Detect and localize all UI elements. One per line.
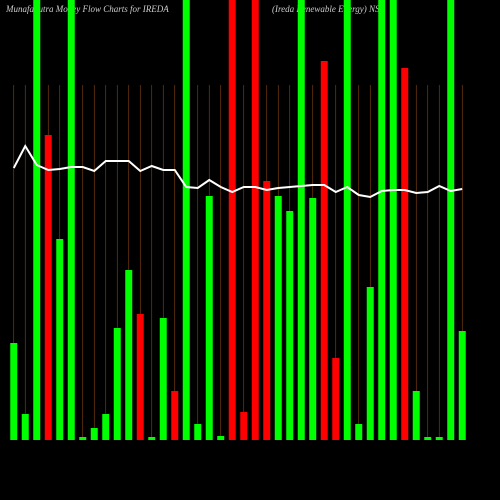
bar: [355, 424, 363, 440]
bar: [79, 437, 87, 440]
bar: [102, 414, 110, 440]
bar: [194, 424, 202, 440]
bar: [251, 0, 259, 440]
bar: [274, 196, 282, 440]
bar: [21, 414, 29, 440]
bar: [412, 391, 420, 440]
bar: [297, 0, 305, 440]
bar: [389, 0, 397, 440]
bar: [366, 287, 374, 440]
bar: [309, 198, 317, 440]
bar: [67, 0, 75, 440]
bar: [378, 0, 386, 440]
bar: [447, 0, 455, 440]
bar: [90, 428, 98, 440]
bar: [56, 239, 64, 440]
bar: [205, 196, 213, 440]
bar: [44, 135, 52, 440]
bar: [33, 0, 41, 440]
bar: [10, 343, 18, 440]
bar: [435, 437, 443, 440]
bar: [136, 314, 144, 440]
line: [12, 143, 463, 199]
chart-title: MunafaSutra Money Flow Charts for IREDA: [5, 4, 169, 14]
bar: [286, 211, 294, 440]
chart-subtitle: (Ireda Renewable Energy) NSE: [272, 4, 386, 14]
bar: [343, 0, 351, 440]
bar: [228, 0, 236, 440]
bar: [458, 331, 466, 440]
bar: [159, 318, 167, 440]
bar: [263, 181, 271, 440]
bar: [240, 412, 248, 440]
bar: [148, 437, 156, 440]
bar: [113, 328, 121, 440]
bar: [125, 270, 133, 440]
bar: [182, 0, 190, 440]
bar: [217, 436, 225, 440]
bar: [401, 68, 409, 440]
bar: [320, 61, 328, 440]
bar: [332, 358, 340, 440]
bar: [424, 437, 432, 440]
bar: [171, 391, 179, 440]
